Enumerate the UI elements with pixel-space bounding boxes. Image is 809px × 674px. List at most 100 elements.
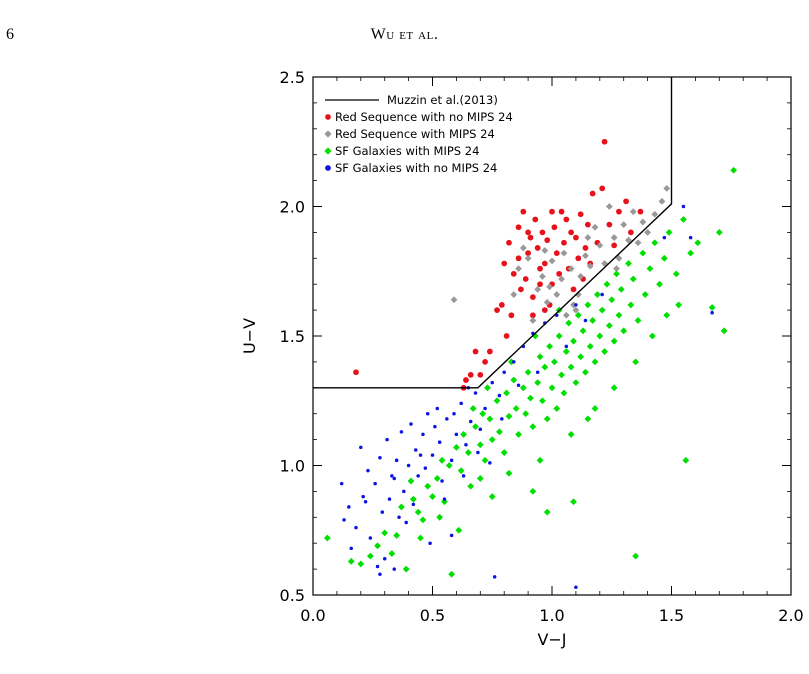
data-point — [404, 520, 408, 525]
data-point — [627, 229, 634, 236]
data-point — [449, 458, 454, 463]
data-point — [500, 417, 504, 421]
data-point — [568, 229, 574, 236]
data-point — [476, 475, 484, 482]
data-point — [425, 411, 430, 416]
data-point — [549, 208, 555, 215]
data-point — [436, 513, 444, 521]
data-point — [530, 312, 536, 319]
data-point — [605, 203, 613, 210]
data-point — [512, 360, 516, 364]
data-point — [527, 394, 534, 402]
data-point — [541, 363, 549, 371]
data-point — [467, 482, 475, 490]
data-point — [682, 456, 690, 464]
data-point — [543, 508, 551, 516]
data-point — [394, 458, 399, 463]
data-point — [522, 410, 530, 418]
data-point — [565, 319, 573, 327]
data-point — [378, 572, 382, 577]
data-point — [575, 255, 582, 262]
data-point — [417, 534, 424, 542]
data-point — [363, 500, 368, 504]
data-point — [558, 275, 565, 283]
data-point — [560, 249, 568, 257]
data-point — [510, 270, 517, 277]
legend-series: Red Sequence with no MIPS 24 Red Sequence… — [324, 110, 513, 175]
data-point — [563, 216, 570, 223]
legend-marker — [324, 147, 332, 155]
x-axis-label: V−J — [537, 630, 566, 649]
data-point — [573, 234, 579, 241]
legend-label: Red Sequence with no MIPS 24 — [335, 110, 513, 124]
data-point — [641, 291, 649, 298]
data-point — [672, 270, 680, 278]
data-point — [387, 497, 392, 501]
data-point — [359, 445, 363, 450]
data-point — [368, 536, 373, 540]
data-point — [414, 448, 418, 452]
data-point — [529, 423, 537, 431]
data-point — [625, 236, 632, 244]
data-point — [463, 377, 469, 383]
data-point — [662, 235, 667, 240]
data-point — [486, 348, 493, 355]
data-point — [558, 371, 565, 379]
data-point — [488, 461, 492, 465]
data-point — [541, 260, 548, 267]
data-point — [660, 254, 668, 262]
series-3-points — [323, 166, 738, 578]
data-point — [583, 318, 588, 323]
data-point — [399, 430, 404, 434]
data-point — [574, 585, 578, 589]
data-point — [515, 431, 522, 438]
data-point — [409, 422, 413, 426]
legend-label: SF Galaxies with no MIPS 24 — [335, 161, 497, 175]
data-point — [424, 482, 432, 490]
data-point — [708, 304, 716, 311]
data-point — [382, 556, 387, 561]
legend-marker — [324, 130, 332, 138]
data-point — [570, 498, 577, 506]
data-point — [548, 257, 556, 265]
data-point — [484, 384, 491, 392]
data-point — [519, 384, 527, 392]
y-tick-label: 0.5 — [280, 586, 305, 605]
y-tick-label: 1.5 — [280, 327, 305, 346]
data-point — [449, 533, 454, 538]
data-point — [490, 380, 495, 385]
data-point — [357, 560, 365, 568]
data-point — [520, 208, 527, 215]
data-point — [546, 342, 554, 350]
data-point — [468, 419, 473, 424]
data-point — [603, 280, 611, 288]
data-point — [442, 497, 447, 501]
data-point — [476, 441, 484, 449]
data-point — [492, 575, 497, 579]
data-point — [478, 427, 483, 431]
data-point — [429, 493, 436, 500]
data-point — [613, 265, 620, 273]
data-point — [522, 276, 529, 282]
data-point — [715, 229, 723, 236]
data-point — [584, 221, 591, 228]
running-head: Wu et al. — [370, 26, 439, 43]
data-point — [694, 239, 702, 247]
data-point — [543, 415, 551, 423]
data-point — [710, 310, 714, 315]
data-point — [613, 270, 620, 278]
x-tick-label: 0.5 — [420, 606, 445, 625]
data-point — [524, 254, 532, 262]
data-point — [438, 456, 446, 464]
data-point — [535, 370, 540, 375]
data-point — [582, 368, 589, 376]
data-point — [416, 474, 420, 478]
legend-marker — [325, 165, 331, 171]
data-point — [374, 542, 381, 550]
data-point — [582, 252, 589, 260]
data-point — [486, 415, 494, 423]
data-point — [473, 391, 478, 395]
data-point — [464, 449, 472, 456]
data-point — [562, 348, 570, 355]
data-point — [392, 567, 397, 571]
